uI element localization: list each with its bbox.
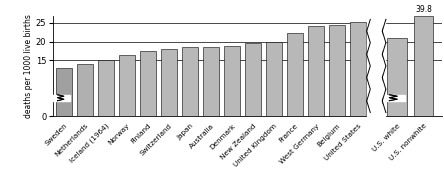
Bar <box>308 26 324 116</box>
Bar <box>182 47 198 116</box>
Bar <box>329 25 345 116</box>
Bar <box>350 22 366 116</box>
Bar <box>387 38 407 116</box>
Bar <box>140 51 156 116</box>
Bar <box>413 16 433 116</box>
Bar <box>56 68 71 116</box>
Bar <box>77 64 93 116</box>
Bar <box>161 49 177 116</box>
Bar <box>245 43 261 116</box>
Bar <box>224 46 240 116</box>
Bar <box>266 42 282 116</box>
Y-axis label: deaths per 1000 live births: deaths per 1000 live births <box>24 14 33 118</box>
Bar <box>119 55 135 116</box>
Bar <box>98 60 114 116</box>
Bar <box>287 33 303 116</box>
Bar <box>203 47 219 116</box>
Text: 39.8: 39.8 <box>415 5 432 14</box>
